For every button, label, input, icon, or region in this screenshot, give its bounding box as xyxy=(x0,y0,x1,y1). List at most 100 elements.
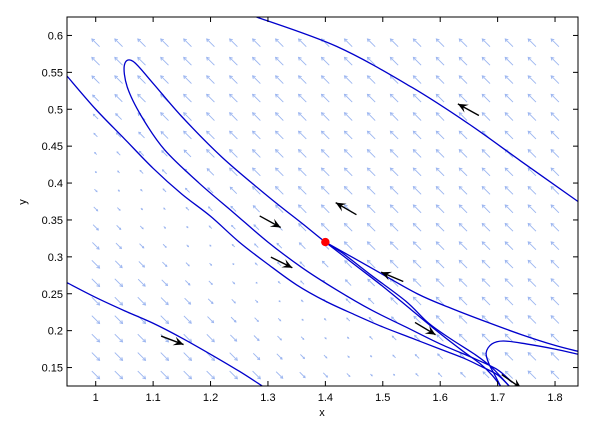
field-arrow xyxy=(527,75,537,84)
field-arrow xyxy=(163,207,166,210)
field-arrow xyxy=(185,262,190,267)
field-arrow xyxy=(320,75,330,84)
field-arrow xyxy=(229,56,238,66)
y-tick-label: 0.5 xyxy=(48,104,63,116)
field-arrow xyxy=(297,38,307,48)
field-arrow xyxy=(297,185,307,195)
field-arrow xyxy=(550,185,560,195)
field-arrow xyxy=(251,75,261,84)
field-arrow xyxy=(232,263,235,266)
field-arrow xyxy=(412,204,422,214)
field-arrow xyxy=(550,93,560,103)
field-arrow xyxy=(92,94,100,102)
field-arrow xyxy=(160,112,169,121)
field-arrow xyxy=(206,333,215,343)
field-arrow xyxy=(550,241,560,250)
field-arrow xyxy=(343,93,353,103)
field-arrow xyxy=(161,279,169,287)
field-arrow xyxy=(116,207,121,211)
field-arrow xyxy=(504,93,514,103)
field-arrow xyxy=(91,278,101,288)
field-arrow xyxy=(393,373,396,376)
field-arrow xyxy=(278,300,281,303)
field-arrow xyxy=(230,316,237,323)
field-arrow xyxy=(504,259,514,269)
y-tick-label: 0.3 xyxy=(48,252,63,264)
field-arrow xyxy=(550,333,560,343)
field-arrow xyxy=(527,241,537,250)
trajectory-2 xyxy=(67,75,510,386)
field-arrow xyxy=(481,222,491,232)
field-arrow xyxy=(114,352,124,361)
field-arrow xyxy=(413,315,421,324)
x-tick-label: 1.1 xyxy=(145,392,160,404)
equilibrium-point xyxy=(321,237,330,247)
field-arrow xyxy=(550,167,560,177)
field-arrow xyxy=(504,185,514,195)
field-arrow xyxy=(343,167,353,177)
field-arrow xyxy=(504,315,514,324)
field-arrow xyxy=(366,112,376,121)
field-arrow xyxy=(389,149,399,158)
field-arrow xyxy=(527,259,537,269)
field-arrow xyxy=(274,149,284,158)
field-arrow xyxy=(206,130,215,140)
trajectory-5 xyxy=(325,241,578,352)
field-arrow xyxy=(389,130,399,140)
field-arrow xyxy=(346,373,351,378)
field-arrow xyxy=(206,370,216,380)
field-arrow xyxy=(460,371,466,378)
field-arrow xyxy=(481,167,491,177)
trajectory-7 xyxy=(485,340,578,386)
field-arrow xyxy=(251,149,261,158)
field-arrow xyxy=(389,167,399,177)
field-arrow xyxy=(207,298,214,305)
field-arrow xyxy=(160,315,170,325)
field-arrow xyxy=(115,242,122,250)
field-arrow xyxy=(320,56,330,66)
field-arrow xyxy=(458,38,468,48)
field-arrow xyxy=(160,297,169,306)
field-arrow xyxy=(389,222,399,232)
field-arrow xyxy=(229,167,238,177)
field-arrow xyxy=(435,185,445,195)
field-arrow xyxy=(277,281,281,285)
field-arrow xyxy=(458,259,468,269)
field-arrow xyxy=(91,296,101,306)
field-arrow xyxy=(208,225,213,229)
field-arrow xyxy=(137,352,147,361)
field-arrow xyxy=(114,75,123,84)
field-arrow xyxy=(91,38,100,48)
field-arrow xyxy=(297,75,307,84)
field-arrow xyxy=(251,93,261,103)
x-tick-label: 1 xyxy=(93,392,99,404)
field-arrow xyxy=(343,75,353,84)
field-arrow xyxy=(458,185,468,195)
field-arrow xyxy=(389,204,399,214)
field-arrow xyxy=(183,56,192,66)
field-arrow xyxy=(137,38,146,48)
field-arrow xyxy=(482,371,490,379)
field-arrow xyxy=(230,334,238,342)
field-arrow xyxy=(343,56,353,66)
field-arrow xyxy=(366,75,376,84)
direction-arrow xyxy=(160,335,184,346)
field-arrow xyxy=(186,226,189,229)
field-arrow xyxy=(206,56,215,66)
field-arrow xyxy=(275,204,284,213)
field-arrow xyxy=(550,278,560,287)
field-arrow xyxy=(435,130,445,140)
field-arrow xyxy=(504,222,514,232)
field-arrow xyxy=(229,38,238,48)
trajectory-1 xyxy=(256,17,578,203)
plot-frame xyxy=(66,16,579,387)
field-arrow xyxy=(366,167,376,177)
field-arrow xyxy=(343,112,353,121)
field-arrow xyxy=(527,278,537,287)
field-arrow xyxy=(207,187,214,194)
field-arrow xyxy=(458,333,468,343)
field-arrow xyxy=(114,93,123,103)
field-arrow xyxy=(414,334,421,341)
field-arrow xyxy=(254,243,259,248)
y-axis-ticks: 0.15 0.2 0.25 0.3 0.35 0.4 0.45 0.5 0.55 0.6 xyxy=(42,30,578,375)
